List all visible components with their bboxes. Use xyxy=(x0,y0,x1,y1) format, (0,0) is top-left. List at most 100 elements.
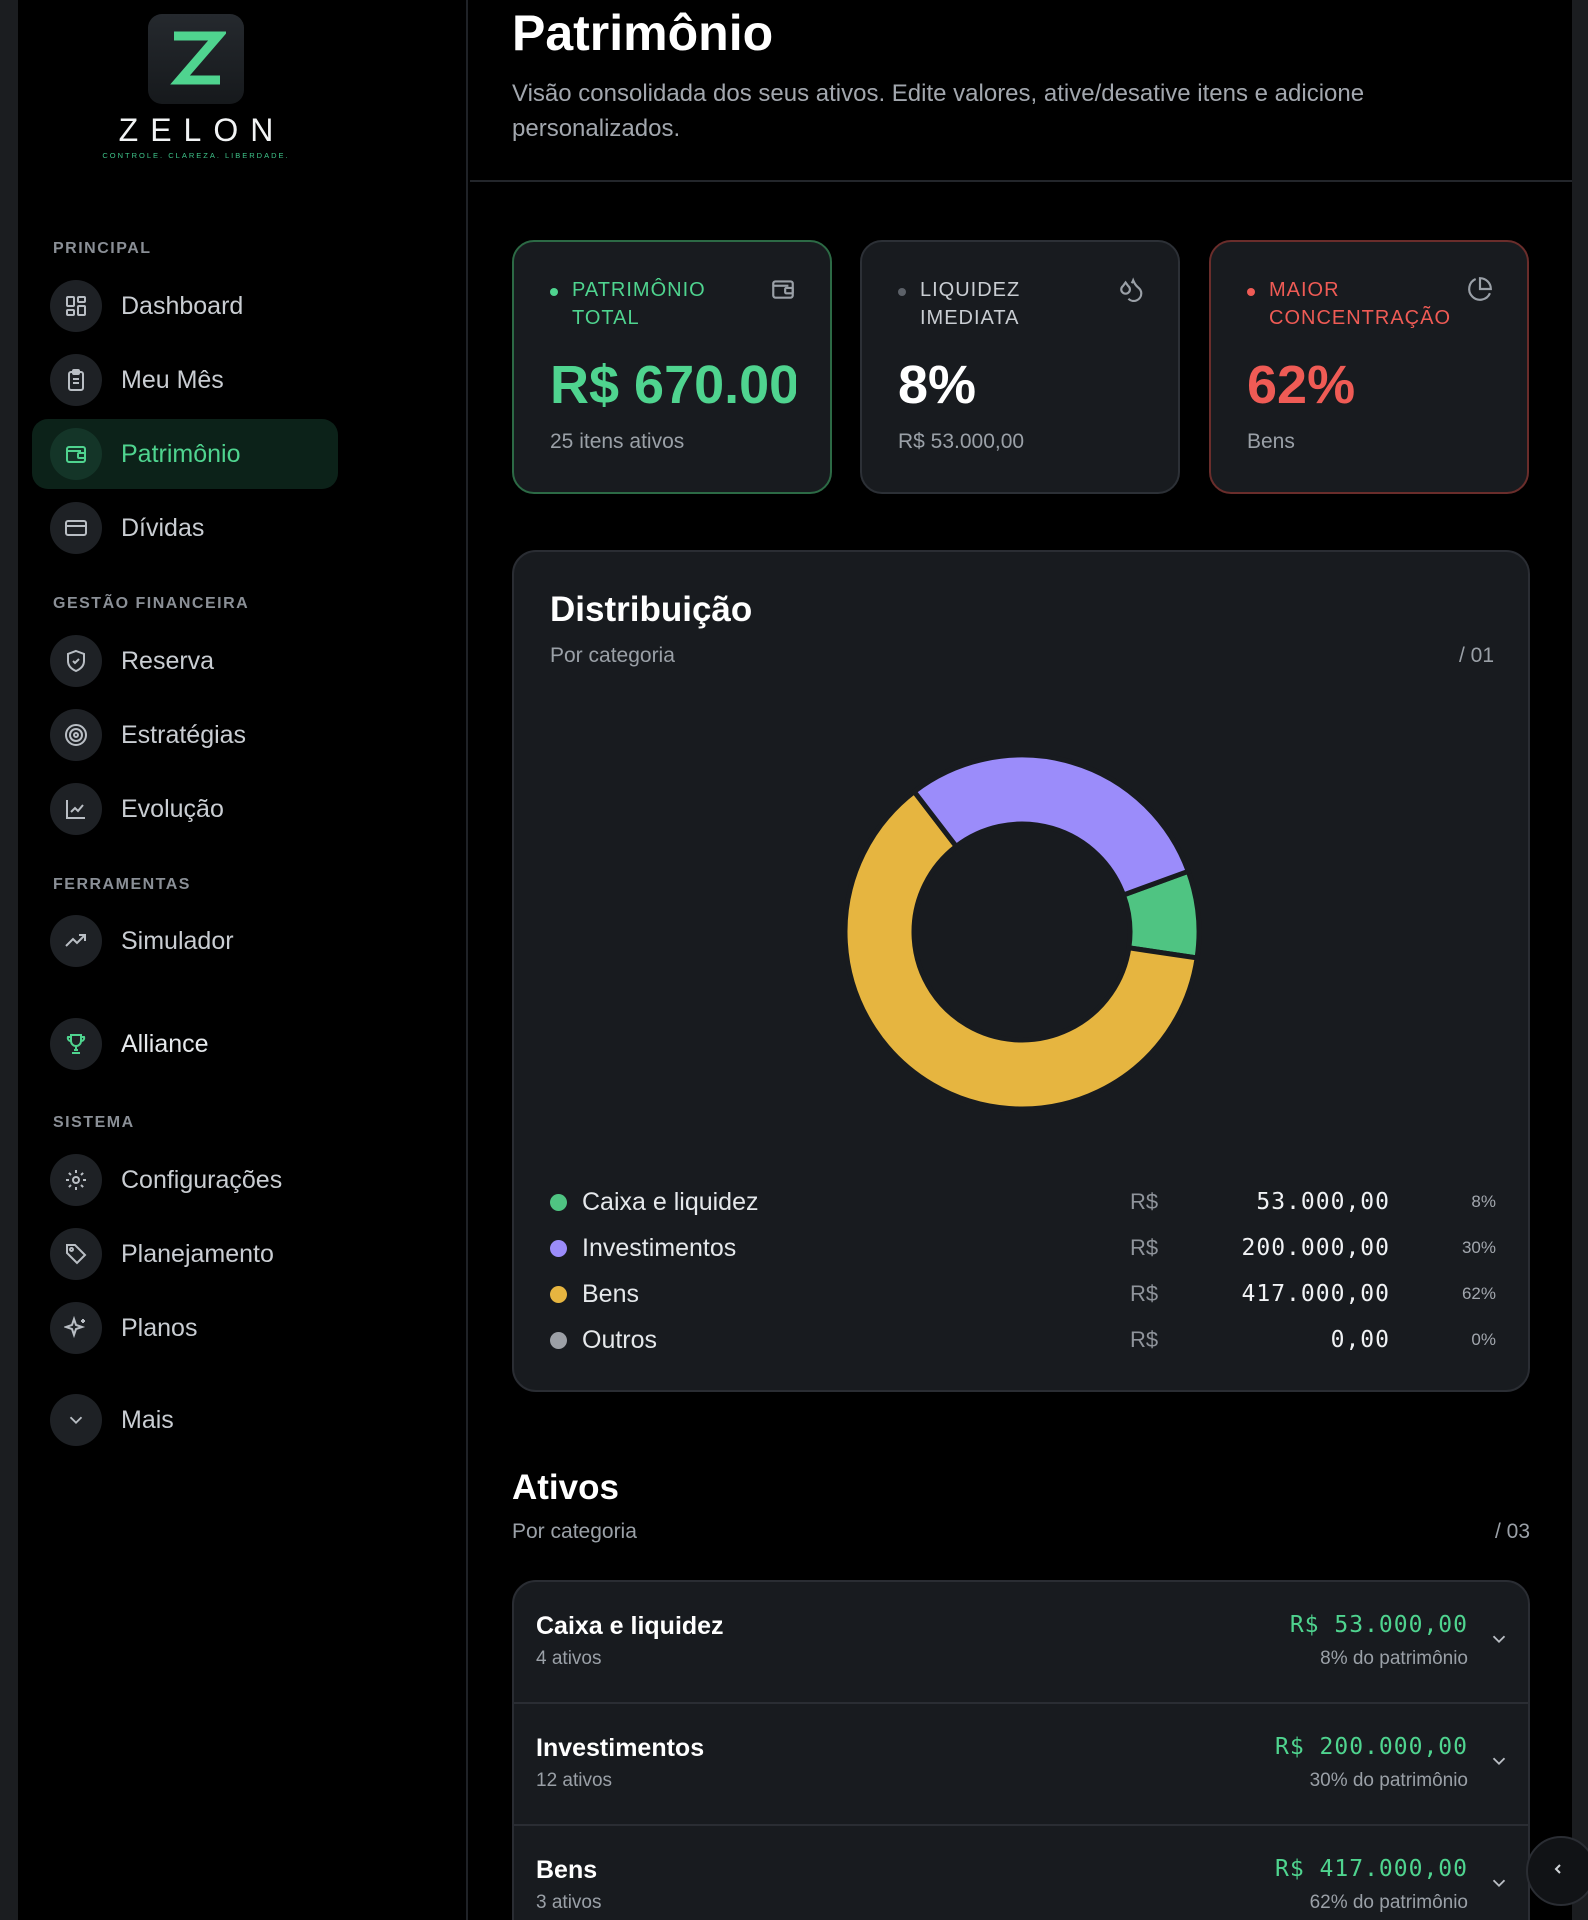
stat-value: R$ 670.000,00 xyxy=(550,355,796,415)
sidebar-item-reserva[interactable]: Reserva xyxy=(32,626,338,696)
sidebar-item-planos[interactable]: Planos xyxy=(32,1293,338,1363)
wallet-icon xyxy=(770,276,796,307)
legend-swatch xyxy=(550,1193,567,1211)
donut-slice-investimentos[interactable] xyxy=(910,752,1192,899)
sidebar-item-simulador[interactable]: Simulador xyxy=(32,906,338,976)
sidebar-item-label: Estratégias xyxy=(121,720,247,749)
sidebar-item-label: Evolução xyxy=(121,794,224,823)
legend-currency: R$ xyxy=(1130,1235,1159,1260)
asset-category-row[interactable]: Caixa e liquidez 4 ativos R$ 53.000,00 8… xyxy=(514,1582,1528,1704)
donut-slice-bens[interactable] xyxy=(842,788,1200,1112)
stat-label-text: PATRIMÔNIO TOTAL xyxy=(572,279,706,329)
trophy-icon xyxy=(50,1018,102,1070)
legend-name: Investimentos xyxy=(582,1233,737,1262)
asset-category-name: Bens xyxy=(536,1856,598,1884)
sidebar-item-label: Patrimônio xyxy=(121,439,241,468)
sidebar-item-meu-mes[interactable]: Meu Mês xyxy=(32,345,338,415)
stat-label: PATRIMÔNIO TOTAL xyxy=(550,276,750,332)
legend-amount: 200.000,00 xyxy=(1241,1235,1390,1261)
window-frame-left xyxy=(0,0,18,1920)
legend-swatch xyxy=(550,1285,567,1303)
legend-row: Caixa e liquidez R$ 53.000,00 8% xyxy=(550,1182,1496,1222)
asset-category-row[interactable]: Bens 3 ativos R$ 417.000,00 62% do patri… xyxy=(514,1826,1528,1920)
asset-count: 4 ativos xyxy=(536,1648,602,1669)
sidebar-item-planejamento[interactable]: Planejamento xyxy=(32,1219,338,1289)
chevron-down-icon[interactable] xyxy=(1488,1628,1510,1655)
chevron-down-icon xyxy=(50,1394,102,1446)
assets-list: Caixa e liquidez 4 ativos R$ 53.000,00 8… xyxy=(512,1580,1530,1920)
sidebar-item-dividas[interactable]: Dívidas xyxy=(32,493,338,563)
sparkles-icon xyxy=(50,1302,102,1354)
sidebar-item-patrimonio[interactable]: Patrimônio xyxy=(32,419,338,489)
logo-mark xyxy=(148,14,244,104)
section-ferramentas: FERRAMENTAS xyxy=(53,876,191,893)
sidebar-item-label: Dívidas xyxy=(121,513,205,542)
legend-swatch xyxy=(550,1239,567,1257)
wallet-icon xyxy=(50,428,102,480)
header-divider xyxy=(470,180,1572,182)
donut-chart xyxy=(842,752,1202,1112)
stat-subtext: 25 itens ativos xyxy=(550,430,685,453)
assets-title: Ativos xyxy=(512,1468,619,1507)
section-index: / 01 xyxy=(1458,644,1494,667)
legend-row: Investimentos R$ 200.000,00 30% xyxy=(550,1228,1496,1268)
legend-name: Outros xyxy=(582,1325,658,1354)
clipboard-icon xyxy=(50,354,102,406)
stat-label-text: LIQUIDEZ IMEDIATA xyxy=(920,279,1021,329)
legend-amount: 417.000,00 xyxy=(1241,1281,1390,1307)
sidebar-item-label: Mais xyxy=(121,1405,174,1434)
legend-amount: 53.000,00 xyxy=(1256,1189,1390,1215)
asset-category-row[interactable]: Investimentos 12 ativos R$ 200.000,00 30… xyxy=(514,1704,1528,1826)
stat-label: LIQUIDEZ IMEDIATA xyxy=(898,276,1098,332)
legend-name: Bens xyxy=(582,1279,639,1308)
brand-name: ZELON xyxy=(118,112,286,148)
asset-value: R$ 200.000,00 xyxy=(1274,1734,1468,1760)
sidebar-item-configuracoes[interactable]: Configurações xyxy=(32,1145,338,1215)
stat-value: 62% xyxy=(1247,355,1356,415)
section-index: / 03 xyxy=(1494,1520,1530,1543)
stat-label-text: MAIOR CONCENTRAÇÃO xyxy=(1269,279,1452,329)
asset-count: 12 ativos xyxy=(536,1770,613,1791)
target-icon xyxy=(50,709,102,761)
stat-label: MAIOR CONCENTRAÇÃO xyxy=(1247,276,1461,332)
sidebar-item-label: Reserva xyxy=(121,646,215,675)
stat-card-maior-concentracao: MAIOR CONCENTRAÇÃO 62% Bens xyxy=(1209,240,1529,494)
asset-value: R$ 53.000,00 xyxy=(1289,1612,1468,1638)
sidebar-item-label: Simulador xyxy=(121,926,234,955)
legend-row: Bens R$ 417.000,00 62% xyxy=(550,1274,1496,1314)
asset-percent: 8% do patrimônio xyxy=(1320,1648,1468,1669)
sidebar-item-dashboard[interactable]: Dashboard xyxy=(32,271,338,341)
sidebar: ZELON CONTROLE. CLAREZA. LIBERDADE. PRIN… xyxy=(18,0,468,1920)
chevron-down-icon[interactable] xyxy=(1488,1872,1510,1899)
legend-currency: R$ xyxy=(1130,1281,1159,1306)
sidebar-item-label: Dashboard xyxy=(121,291,244,320)
pie-chart-icon xyxy=(1467,276,1493,307)
asset-value: R$ 417.000,00 xyxy=(1274,1856,1468,1882)
page-title: Patrimônio xyxy=(512,5,774,61)
sidebar-item-alliance[interactable]: Alliance xyxy=(32,1009,338,1079)
chevron-left-icon xyxy=(1550,1861,1566,1882)
status-dot xyxy=(898,288,906,296)
sidebar-item-mais[interactable]: Mais xyxy=(32,1385,338,1455)
legend-name: Caixa e liquidez xyxy=(582,1187,759,1216)
sidebar-item-estrategias[interactable]: Estratégias xyxy=(32,700,338,770)
chevron-down-icon[interactable] xyxy=(1488,1750,1510,1777)
legend-percent: 8% xyxy=(1471,1192,1496,1211)
sidebar-item-evolucao[interactable]: Evolução xyxy=(32,774,338,844)
legend-percent: 62% xyxy=(1461,1284,1496,1303)
asset-percent: 30% do patrimônio xyxy=(1309,1770,1468,1791)
section-gestao-financeira: GESTÃO FINANCEIRA xyxy=(53,595,250,612)
distribution-card: Distribuição Por categoria / 01 Caixa e … xyxy=(512,550,1530,1392)
page-subtitle: Visão consolidada dos seus ativos. Edite… xyxy=(512,80,1365,142)
tag-icon xyxy=(50,1228,102,1280)
distribution-title: Distribuição xyxy=(550,590,753,629)
brand-logo[interactable]: ZELON CONTROLE. CLAREZA. LIBERDADE. xyxy=(96,14,296,164)
sidebar-item-label: Alliance xyxy=(121,1029,209,1058)
collapse-panel-button[interactable] xyxy=(1526,1836,1588,1906)
section-sistema: SISTEMA xyxy=(53,1114,135,1131)
status-dot xyxy=(550,288,558,296)
line-chart-icon xyxy=(50,783,102,835)
status-dot xyxy=(1247,288,1255,296)
legend-currency: R$ xyxy=(1130,1189,1159,1214)
grid-icon xyxy=(50,280,102,332)
